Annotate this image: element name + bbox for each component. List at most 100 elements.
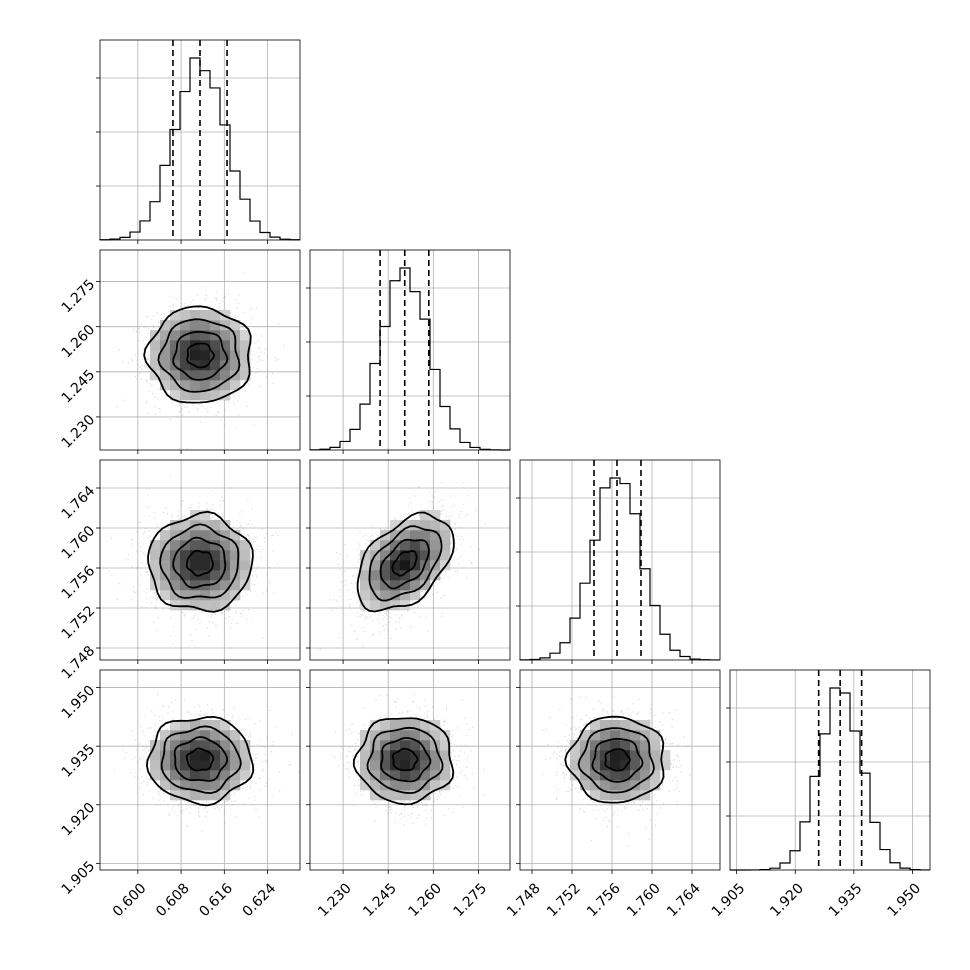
density-cell (200, 510, 211, 521)
density-cell (170, 570, 181, 581)
density-cell (650, 780, 661, 791)
density-cell (420, 570, 431, 581)
density-cell (150, 360, 161, 371)
density-cell (150, 570, 161, 581)
density-cell (390, 720, 401, 731)
density-cell (190, 760, 201, 771)
density-cell (370, 760, 381, 771)
density-cell (390, 530, 401, 541)
density-cell (220, 330, 231, 341)
panel-frame (309, 249, 511, 451)
x-tick-label-p1: 1.275 (450, 880, 490, 920)
density-cell (370, 600, 381, 611)
contour-0.5sigma (391, 747, 419, 772)
density-cell (380, 600, 391, 611)
panel-content (108, 476, 279, 645)
x-tick-label-p1: 1.230 (315, 880, 355, 920)
density-cell (640, 740, 651, 751)
density-cell (590, 790, 601, 801)
density-cell (370, 770, 381, 781)
density-cell (390, 760, 401, 771)
density-cell (220, 740, 231, 751)
x-tick-label-p0: 0.616 (196, 880, 236, 920)
scatter-panel-3-0 (96, 669, 301, 874)
density-cell (420, 720, 431, 731)
density-cell (420, 740, 431, 751)
density-cell (180, 760, 191, 771)
density-cell (420, 730, 431, 741)
contour-1.5sigma (160, 725, 242, 795)
x-tick-label-p1: 1.260 (405, 880, 445, 920)
density-cell (170, 340, 181, 351)
density-cell (440, 760, 451, 771)
density-cell (400, 580, 411, 591)
density-cell (360, 770, 371, 781)
density-cell (390, 520, 401, 531)
density-cell (610, 720, 621, 731)
density-cell (160, 560, 171, 571)
panel-frame (729, 669, 931, 871)
density-cell (390, 780, 401, 791)
density-cell (590, 730, 601, 741)
density-cell (390, 550, 401, 561)
density-cell (640, 780, 651, 791)
density-cell (360, 550, 371, 561)
density-cell (240, 570, 251, 581)
density-cell (210, 750, 221, 761)
x-tick-label-p2: 1.764 (664, 880, 704, 920)
density-cell (200, 340, 211, 351)
density-cell (400, 770, 411, 781)
density-cell (180, 590, 191, 601)
density-cell (190, 350, 201, 361)
density-cell (360, 570, 371, 581)
density-cell (360, 600, 371, 611)
density-cell (190, 370, 201, 381)
density-cell (210, 380, 221, 391)
density-cell (420, 580, 431, 591)
density-cell (200, 530, 211, 541)
density-cell (380, 550, 391, 561)
density-cell (380, 730, 391, 741)
density-cell (400, 730, 411, 741)
scatter-panel-3-2 (516, 669, 721, 874)
density-cell (610, 760, 621, 771)
density-cell (410, 550, 421, 561)
density-cell (430, 520, 441, 531)
density-cell (590, 720, 601, 731)
density-cell (180, 370, 191, 381)
density-cell (370, 580, 381, 591)
density-cell (380, 790, 391, 801)
density-cell (150, 770, 161, 781)
density-cell (170, 310, 181, 321)
contour-1sigma (172, 536, 227, 589)
density-cell (180, 520, 191, 531)
density-cell (150, 350, 161, 361)
density-cell (210, 550, 221, 561)
density-cell (380, 540, 391, 551)
density-cell (170, 380, 181, 391)
density-cell (200, 760, 211, 771)
contour-2sigma (145, 715, 255, 807)
density-cell (210, 590, 221, 601)
x-tick-label-p0: 0.600 (110, 880, 150, 920)
density-cell (410, 520, 421, 531)
density-cell (630, 760, 641, 771)
density-cell (370, 740, 381, 751)
density-cell (240, 560, 251, 571)
density-cell (160, 580, 171, 591)
panel-frame (309, 669, 511, 871)
density-cell (410, 790, 421, 801)
density-cell (650, 760, 661, 771)
density-cell (600, 770, 611, 781)
density-cell (170, 370, 181, 381)
density-cell (440, 750, 451, 761)
density-cell (200, 770, 211, 781)
panel-content (319, 481, 486, 650)
density-cell (430, 760, 441, 771)
density-cell (630, 730, 641, 741)
density-cell (210, 560, 221, 571)
density-cell (440, 770, 451, 781)
density-cell (410, 740, 421, 751)
panel-frame (519, 669, 721, 871)
